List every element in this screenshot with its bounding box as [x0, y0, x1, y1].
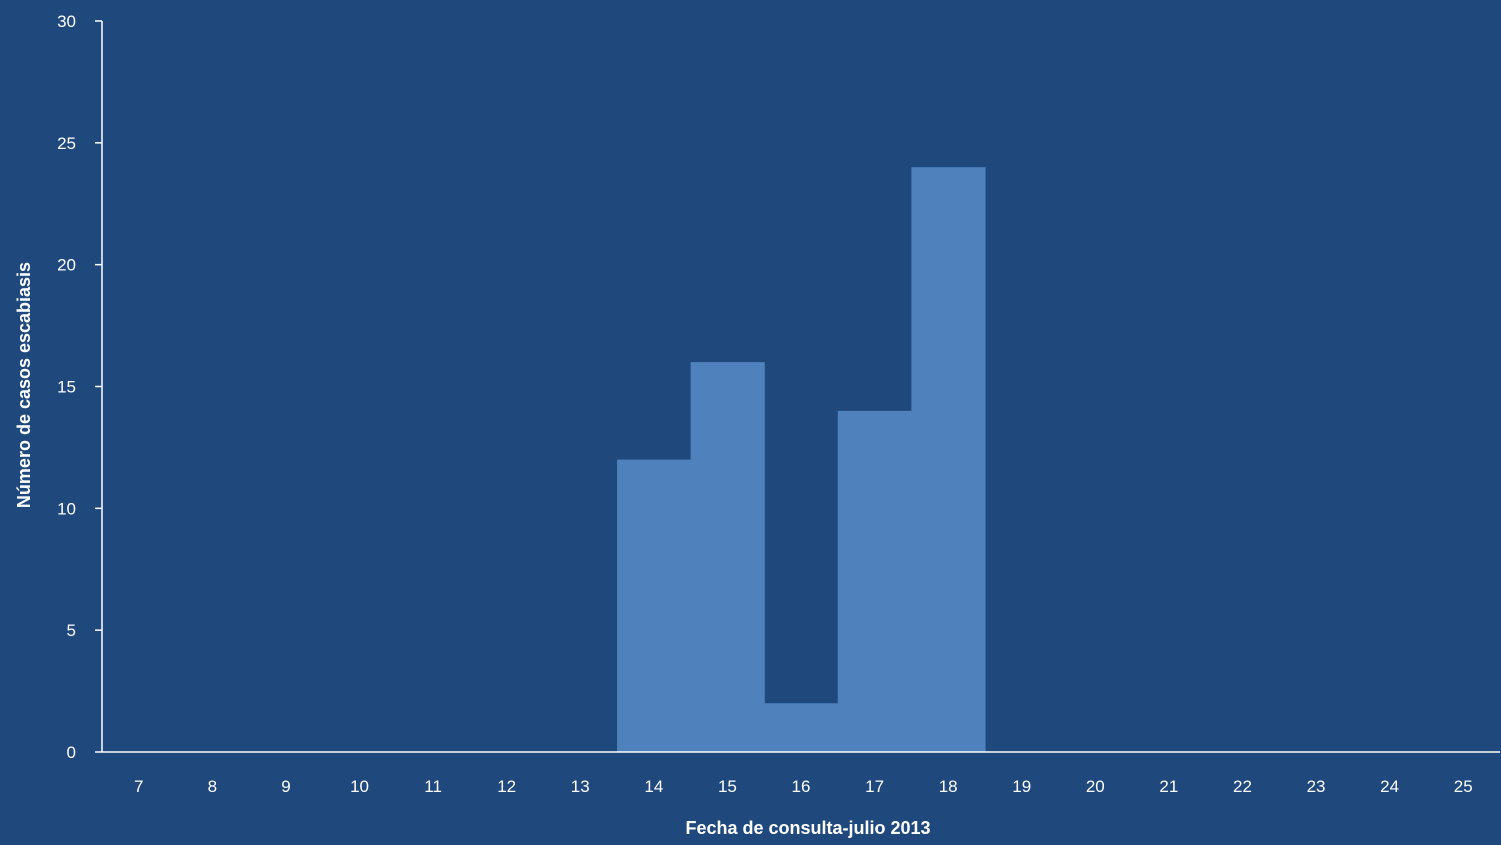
x-tick-label-11: 11 — [424, 777, 442, 796]
bar-18 — [911, 167, 986, 752]
bar-14 — [617, 459, 692, 752]
x-tick-label-20: 20 — [1086, 777, 1105, 796]
x-tick-label-16: 16 — [792, 777, 811, 796]
y-tick-label-0: 0 — [67, 743, 76, 762]
x-tick-label-21: 21 — [1159, 777, 1178, 796]
bar-16 — [764, 703, 839, 752]
y-tick-label-5: 5 — [67, 621, 76, 640]
x-tick-label-24: 24 — [1380, 777, 1399, 796]
x-tick-label-10: 10 — [350, 777, 369, 796]
y-tick-label-10: 10 — [57, 499, 76, 518]
x-tick-label-13: 13 — [571, 777, 590, 796]
y-axis-title: Número de casos escabiasis — [14, 262, 34, 508]
labels-layer: 0 5 10 15 20 25 30 7 8 9 10 11 12 13 14 15 16 17 18 19 20 21 2… — [57, 12, 1473, 796]
x-tick-label-7: 7 — [134, 777, 143, 796]
x-tick-label-12: 12 — [497, 777, 516, 796]
x-tick-label-22: 22 — [1233, 777, 1252, 796]
y-tick-label-30: 30 — [57, 12, 76, 31]
x-tick-label-17: 17 — [865, 777, 884, 796]
x-tick-label-9: 9 — [281, 777, 290, 796]
axes-layer — [95, 20, 1500, 753]
y-tick-label-15: 15 — [57, 378, 76, 397]
x-tick-label-18: 18 — [939, 777, 958, 796]
x-tick-label-15: 15 — [718, 777, 737, 796]
bar-17 — [837, 410, 912, 752]
y-tick-label-25: 25 — [57, 134, 76, 153]
bars-layer — [617, 167, 986, 752]
x-tick-label-8: 8 — [208, 777, 217, 796]
x-tick-label-19: 19 — [1012, 777, 1031, 796]
y-tick-label-20: 20 — [57, 256, 76, 275]
x-axis-title: Fecha de consulta-julio 2013 — [685, 818, 930, 838]
bar-15 — [690, 362, 765, 752]
x-tick-label-14: 14 — [644, 777, 663, 796]
x-tick-label-25: 25 — [1454, 777, 1473, 796]
x-tick-label-23: 23 — [1307, 777, 1326, 796]
